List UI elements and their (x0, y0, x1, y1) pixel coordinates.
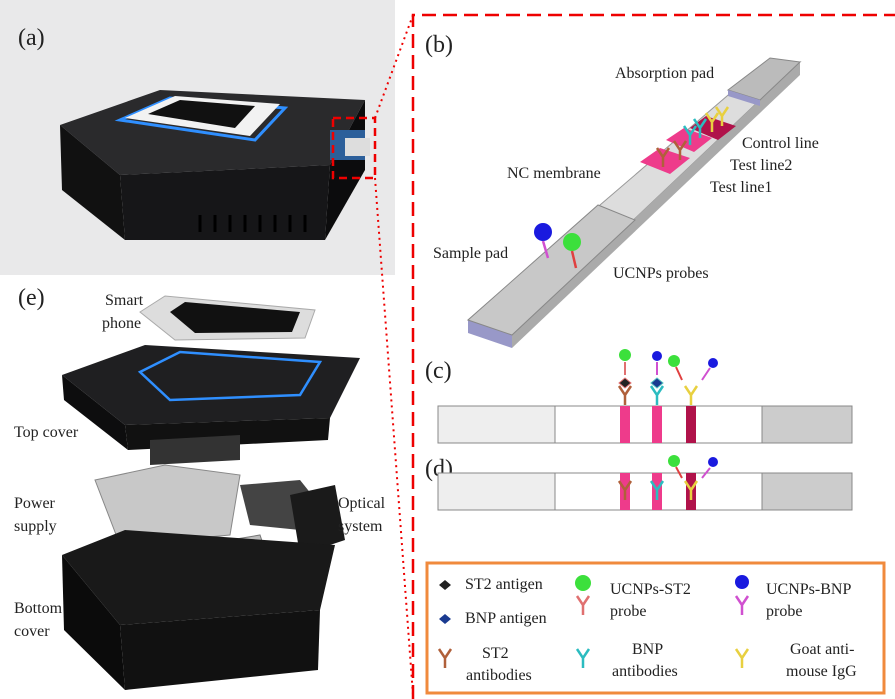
device-label: phone (102, 315, 141, 332)
device-label: Smart (105, 292, 144, 309)
device-label: Power (14, 495, 56, 512)
device-label: supply (14, 518, 57, 535)
legend-label: BNP (632, 641, 663, 658)
device-e (62, 296, 360, 690)
figure: (a) (e) Smart phone Top cover Power supp… (0, 0, 895, 699)
legend-label: Goat anti- (790, 641, 854, 658)
legend-label: antibodies (612, 663, 678, 680)
strip-label: Absorption pad (615, 65, 714, 82)
device-label: cover (14, 623, 50, 640)
panel-label: (a) (18, 25, 45, 51)
panel-label: (c) (425, 358, 452, 384)
legend-label: antibodies (466, 667, 532, 684)
strip-label: NC membrane (507, 165, 601, 182)
legend-label: ST2 antigen (465, 576, 543, 593)
legend-label: probe (766, 603, 802, 620)
device-label: Optical (338, 495, 386, 512)
strip-label: Sample pad (433, 245, 508, 262)
panel-label: (b) (425, 32, 453, 58)
strip-label: Test line1 (710, 179, 772, 196)
legend-label: UCNPs-ST2 (610, 581, 691, 598)
panel-label: (e) (18, 285, 45, 311)
device-a (60, 90, 370, 240)
legend-label: BNP antigen (465, 610, 547, 627)
legend-label: mouse IgG (786, 663, 857, 680)
device-label: Top cover (14, 424, 79, 441)
strip-d (438, 455, 852, 510)
legend-label: probe (610, 603, 646, 620)
strip-c (438, 349, 852, 443)
device-label: Bottom (14, 600, 63, 617)
strip-label: Test line2 (730, 157, 792, 174)
test-strip (468, 58, 800, 348)
legend-label: ST2 (482, 645, 509, 662)
strip-label: UCNPs probes (613, 265, 709, 282)
device-label: system (338, 518, 383, 535)
strip-label: Control line (742, 135, 819, 152)
legend-label: UCNPs-BNP (766, 581, 851, 598)
